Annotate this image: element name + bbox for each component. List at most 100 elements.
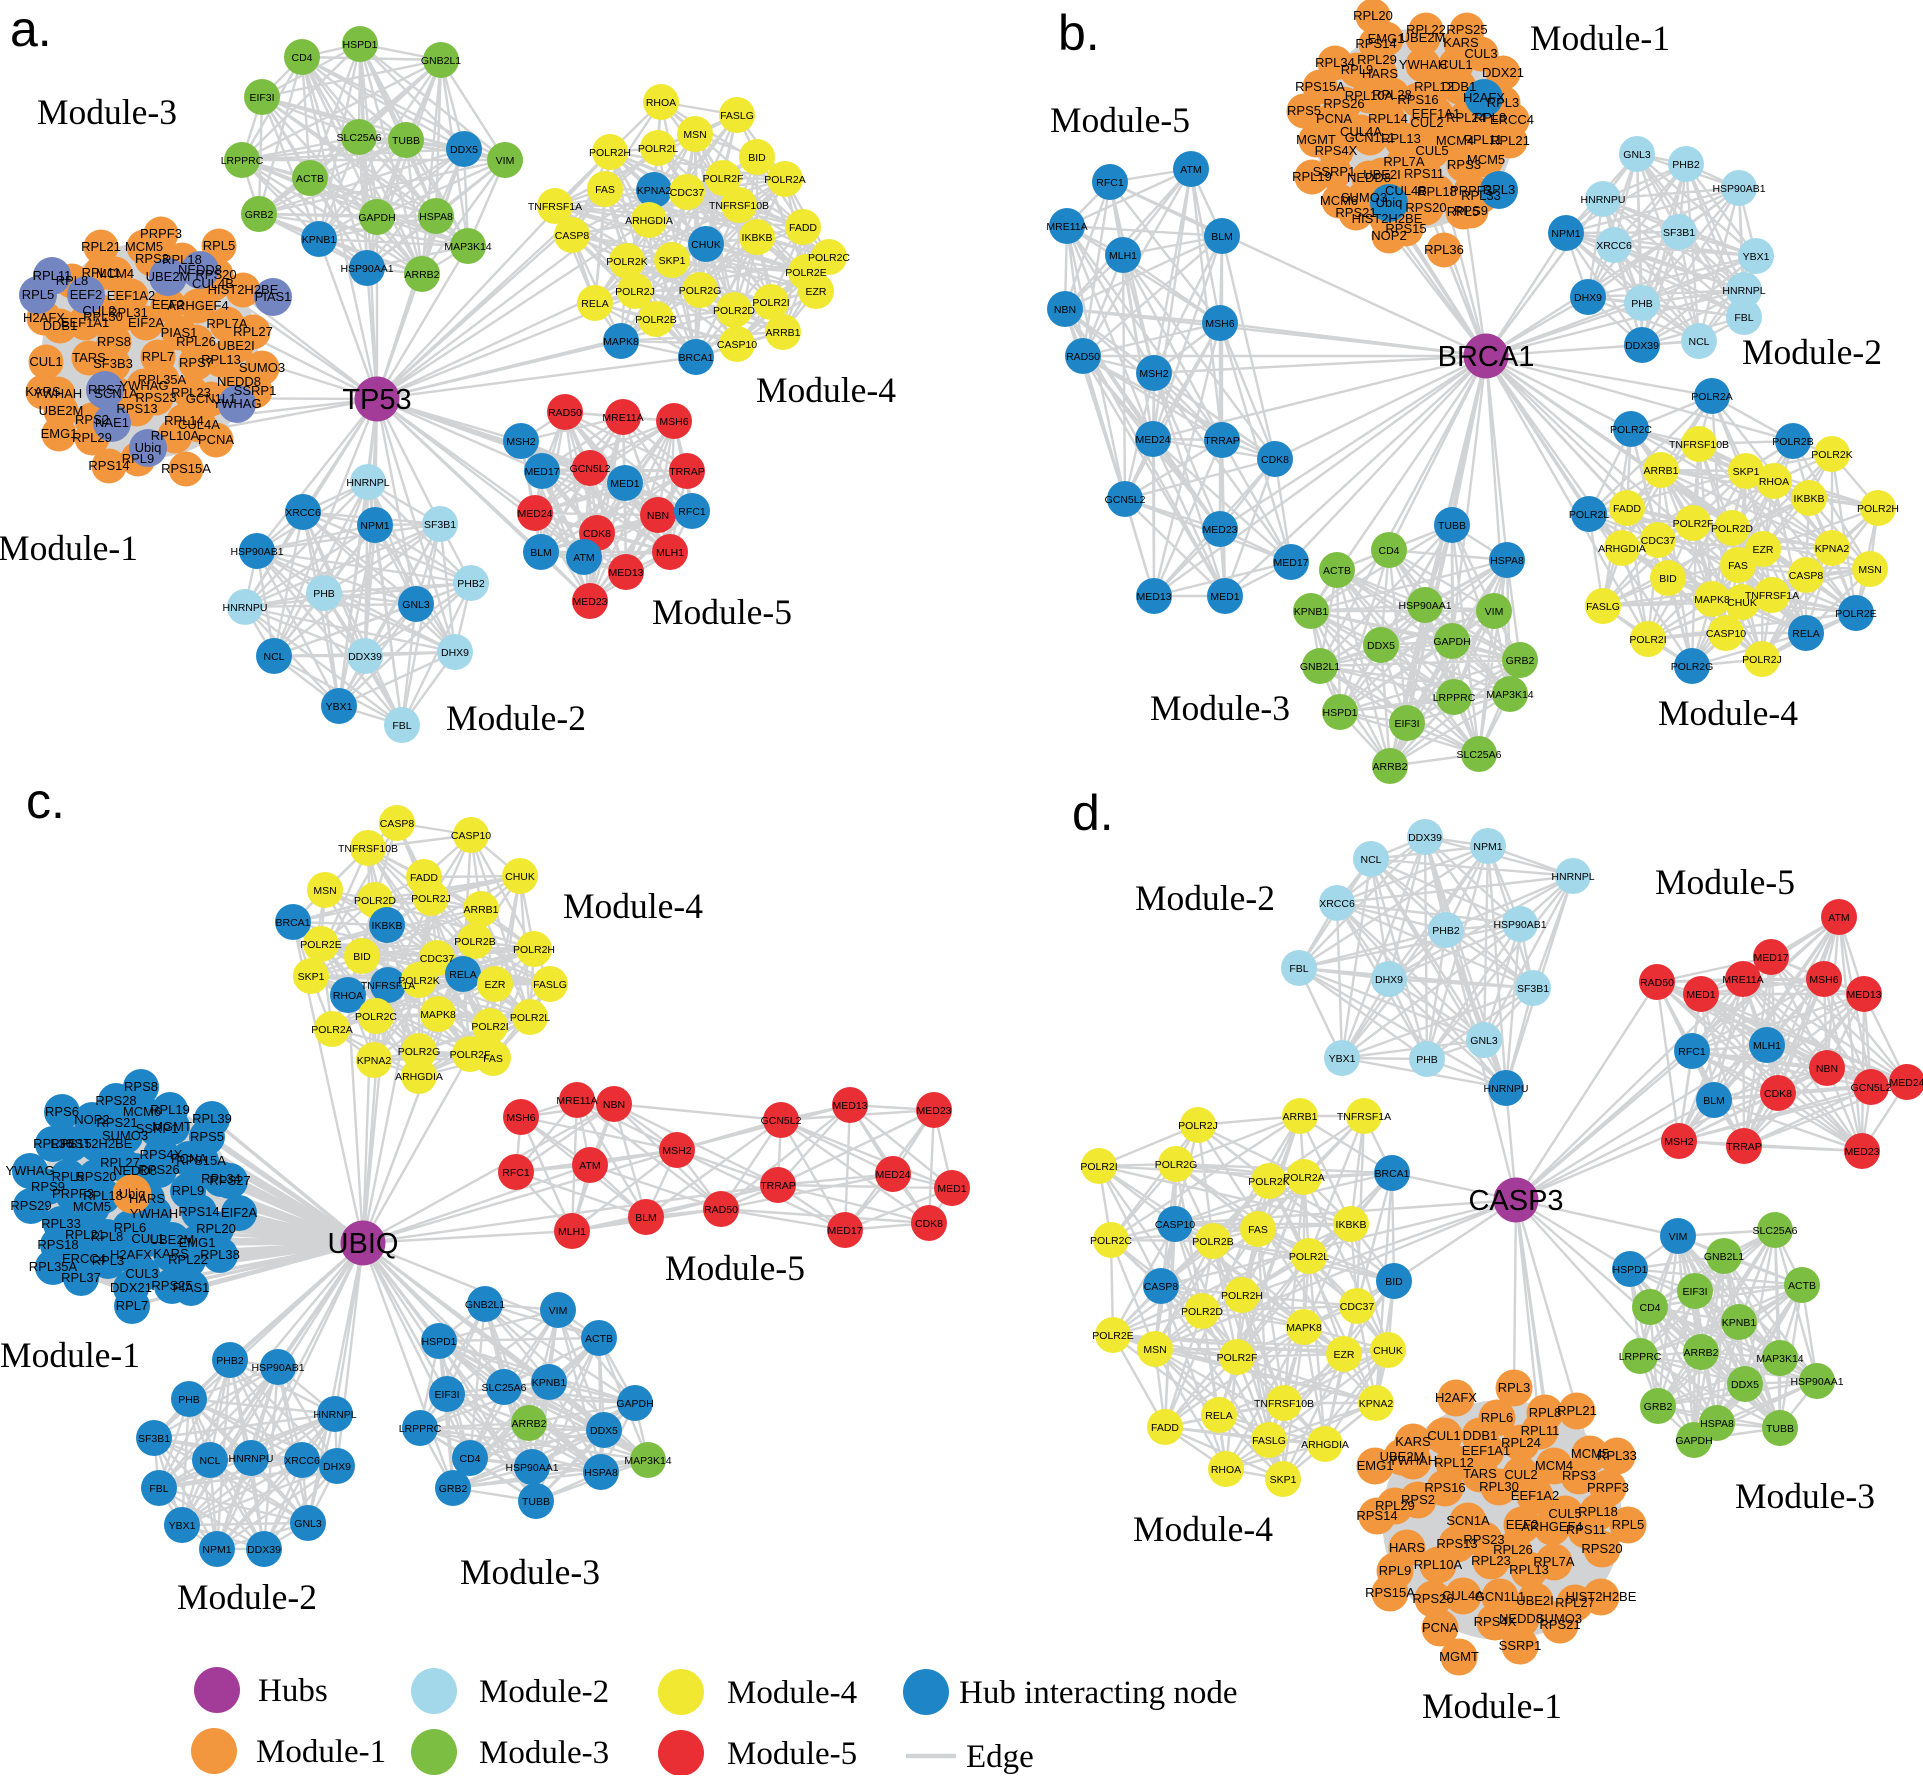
svg-text:TUBB: TUBB	[1438, 520, 1466, 532]
svg-text:HSPA8: HSPA8	[584, 1467, 618, 1479]
svg-text:SLC25A6: SLC25A6	[1753, 1225, 1798, 1237]
svg-text:CUL4B: CUL4B	[192, 276, 234, 291]
svg-text:Module-5: Module-5	[1050, 100, 1190, 140]
svg-text:Module-2: Module-2	[1135, 878, 1275, 918]
svg-text:MAP3K14: MAP3K14	[1756, 1353, 1803, 1365]
svg-text:RPS27: RPS27	[209, 1173, 250, 1188]
svg-text:CUL2: CUL2	[1410, 115, 1443, 130]
svg-text:TNFRSF10B: TNFRSF10B	[1254, 1398, 1314, 1410]
svg-text:EEF2: EEF2	[152, 297, 185, 312]
svg-text:NPM1: NPM1	[202, 1544, 231, 1556]
svg-text:PHB2: PHB2	[1672, 159, 1700, 171]
svg-text:PCNA: PCNA	[198, 432, 234, 447]
svg-text:SUMO3: SUMO3	[1536, 1611, 1582, 1626]
svg-text:GCN1L1: GCN1L1	[1345, 130, 1396, 145]
svg-text:RPL8: RPL8	[91, 1229, 124, 1244]
svg-text:ARRB2: ARRB2	[404, 269, 439, 281]
svg-text:RPL12: RPL12	[1414, 79, 1454, 94]
svg-text:H2AFX: H2AFX	[1435, 1390, 1477, 1405]
svg-text:PHB: PHB	[1416, 1054, 1438, 1066]
svg-text:MCM5: MCM5	[125, 239, 163, 254]
svg-text:RPL7: RPL7	[142, 349, 175, 364]
svg-text:MCM5: MCM5	[1571, 1446, 1609, 1461]
svg-text:NCL: NCL	[1360, 854, 1381, 866]
svg-text:MSH2: MSH2	[506, 436, 535, 448]
svg-text:HSPD1: HSPD1	[1612, 1264, 1647, 1276]
svg-text:DDX39: DDX39	[348, 651, 382, 663]
svg-text:FADD: FADD	[1151, 1422, 1179, 1434]
svg-text:MRE11A: MRE11A	[602, 412, 643, 424]
svg-text:CDC37: CDC37	[670, 187, 705, 199]
svg-text:EEF2: EEF2	[1506, 1517, 1539, 1532]
svg-text:POLR2H: POLR2H	[589, 147, 631, 159]
svg-text:POLR2I: POLR2I	[471, 1021, 508, 1033]
svg-text:RPS7: RPS7	[179, 355, 213, 370]
svg-text:CASP8: CASP8	[1789, 570, 1824, 582]
svg-text:RPS21: RPS21	[1539, 1617, 1580, 1632]
svg-text:RPL7A: RPL7A	[1383, 154, 1425, 169]
svg-text:RPL23: RPL23	[171, 385, 211, 400]
svg-text:MCM5: MCM5	[73, 1199, 111, 1214]
svg-text:GCN1L1: GCN1L1	[1475, 1589, 1526, 1604]
svg-text:RPL8: RPL8	[1529, 1405, 1562, 1420]
svg-text:H2AFX: H2AFX	[23, 310, 65, 325]
svg-text:RPL26: RPL26	[1493, 1542, 1533, 1557]
svg-text:GCN5L2: GCN5L2	[1105, 494, 1146, 506]
svg-text:CDK8: CDK8	[1261, 454, 1289, 466]
svg-text:RPL30: RPL30	[1479, 1479, 1519, 1494]
svg-text:MLH1: MLH1	[1753, 1040, 1781, 1052]
svg-text:TUBB: TUBB	[1766, 1423, 1794, 1435]
svg-text:MED1: MED1	[937, 1183, 966, 1195]
svg-text:CASP8: CASP8	[380, 818, 415, 830]
svg-text:ARHGDIA: ARHGDIA	[395, 1071, 443, 1083]
svg-text:MAP3K14: MAP3K14	[624, 1455, 671, 1467]
svg-text:CUL4A: CUL4A	[178, 417, 220, 432]
svg-text:FBL: FBL	[149, 1483, 168, 1495]
svg-text:TNFRSF10B: TNFRSF10B	[1669, 439, 1729, 451]
svg-text:Module-1: Module-1	[256, 1734, 386, 1770]
svg-text:Module-4: Module-4	[563, 886, 703, 926]
svg-text:CASP8: CASP8	[555, 230, 590, 242]
svg-text:SSRP1: SSRP1	[234, 383, 277, 398]
svg-text:RPL5: RPL5	[22, 287, 55, 302]
svg-text:MED23: MED23	[572, 596, 607, 608]
svg-text:POLR2D: POLR2D	[1711, 523, 1753, 535]
svg-text:NCL: NCL	[1688, 336, 1709, 348]
svg-text:EIF2A: EIF2A	[128, 315, 164, 330]
svg-text:RPS16: RPS16	[1424, 1480, 1465, 1495]
svg-text:EMG1: EMG1	[1368, 31, 1405, 46]
svg-text:ACTB: ACTB	[1323, 565, 1351, 577]
svg-text:FASLG: FASLG	[1252, 1435, 1286, 1447]
svg-text:SF3B1: SF3B1	[138, 1433, 170, 1445]
svg-text:POLR2B: POLR2B	[1192, 1236, 1233, 1248]
svg-text:NBN: NBN	[1054, 304, 1076, 316]
svg-text:Module-3: Module-3	[37, 92, 177, 132]
svg-text:RPL10A: RPL10A	[151, 428, 200, 443]
svg-text:PHB: PHB	[178, 1394, 200, 1406]
svg-text:BLM: BLM	[530, 547, 552, 559]
svg-text:CD4: CD4	[291, 52, 312, 64]
svg-text:HSP90AB1: HSP90AB1	[230, 546, 283, 558]
svg-text:KARS: KARS	[153, 1246, 189, 1261]
svg-text:HIST2H2BE: HIST2H2BE	[1566, 1589, 1637, 1604]
svg-text:RPS28: RPS28	[95, 1093, 136, 1108]
svg-text:b.: b.	[1058, 5, 1100, 61]
svg-text:RPL7: RPL7	[116, 1298, 149, 1313]
svg-text:HIST2H2BE: HIST2H2BE	[62, 1136, 133, 1151]
svg-text:RPL8: RPL8	[56, 273, 89, 288]
svg-text:EIF3I: EIF3I	[1682, 1286, 1707, 1298]
svg-text:RPL21: RPL21	[1490, 133, 1530, 148]
svg-text:RPS26: RPS26	[1412, 1591, 1453, 1606]
svg-text:SUMO3: SUMO3	[1341, 190, 1387, 205]
svg-text:MGMT: MGMT	[1439, 1649, 1479, 1664]
svg-text:SF3B1: SF3B1	[1663, 227, 1695, 239]
svg-text:NCL: NCL	[199, 1455, 220, 1467]
svg-text:HIST2H2BE: HIST2H2BE	[1352, 211, 1423, 226]
svg-text:POLR2I: POLR2I	[752, 297, 789, 309]
svg-text:RPS8: RPS8	[97, 334, 131, 349]
svg-text:RPS6: RPS6	[45, 1104, 79, 1119]
svg-text:BID: BID	[353, 951, 371, 963]
svg-text:RPL9: RPL9	[1379, 1563, 1412, 1578]
svg-text:RPS8: RPS8	[124, 1079, 158, 1094]
svg-text:EEF1A2: EEF1A2	[1511, 1488, 1559, 1503]
